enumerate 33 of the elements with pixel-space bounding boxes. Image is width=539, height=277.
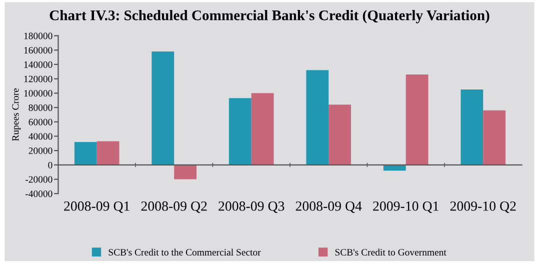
x-tick-label: 2008-09 Q3 xyxy=(218,201,284,213)
y-tick-label: 20000 xyxy=(28,147,52,154)
bar xyxy=(96,141,120,165)
y-tick-label: 160000 xyxy=(24,46,52,54)
y-tick-label: 120000 xyxy=(24,76,52,82)
legend-label: SCB's Credit to the Commercial Sector xyxy=(108,248,261,256)
bar xyxy=(328,104,352,165)
y-tick-label: 80000 xyxy=(28,104,52,111)
y-tick-label: 180000 xyxy=(24,32,52,40)
y-tick-label: 140000 xyxy=(24,61,52,68)
x-tick-label: 2009-10 Q2 xyxy=(450,201,516,213)
x-tick-label: 2009-10 Q1 xyxy=(373,201,438,213)
bar xyxy=(306,70,329,165)
y-tick-label: -40000 xyxy=(25,190,52,198)
bar xyxy=(228,98,252,165)
legend-label: SCB's Credit to Government xyxy=(335,248,446,256)
y-tick-label: 60000 xyxy=(28,118,52,126)
y-axis-title: Rupees Crore xyxy=(12,88,21,141)
bar xyxy=(152,52,174,165)
chart-title: Chart IV.3: Scheduled Commercial Bank's Credit (Quaterly Variation) xyxy=(50,10,490,24)
bar xyxy=(483,110,506,165)
x-tick-label: 2008-09 Q1 xyxy=(64,201,130,213)
bar xyxy=(460,90,484,165)
x-tick-label: 2008-09 Q2 xyxy=(141,201,207,213)
bar xyxy=(251,93,274,165)
y-tick-label: 100000 xyxy=(24,90,52,97)
x-tick-label: 2008-09 Q4 xyxy=(296,201,362,213)
y-tick-label: 40000 xyxy=(28,133,52,140)
bar xyxy=(406,74,428,165)
bar xyxy=(174,164,196,180)
y-tick-label: -20000 xyxy=(25,176,52,183)
bar xyxy=(74,142,97,165)
y-tick-label: 0 xyxy=(48,162,52,168)
